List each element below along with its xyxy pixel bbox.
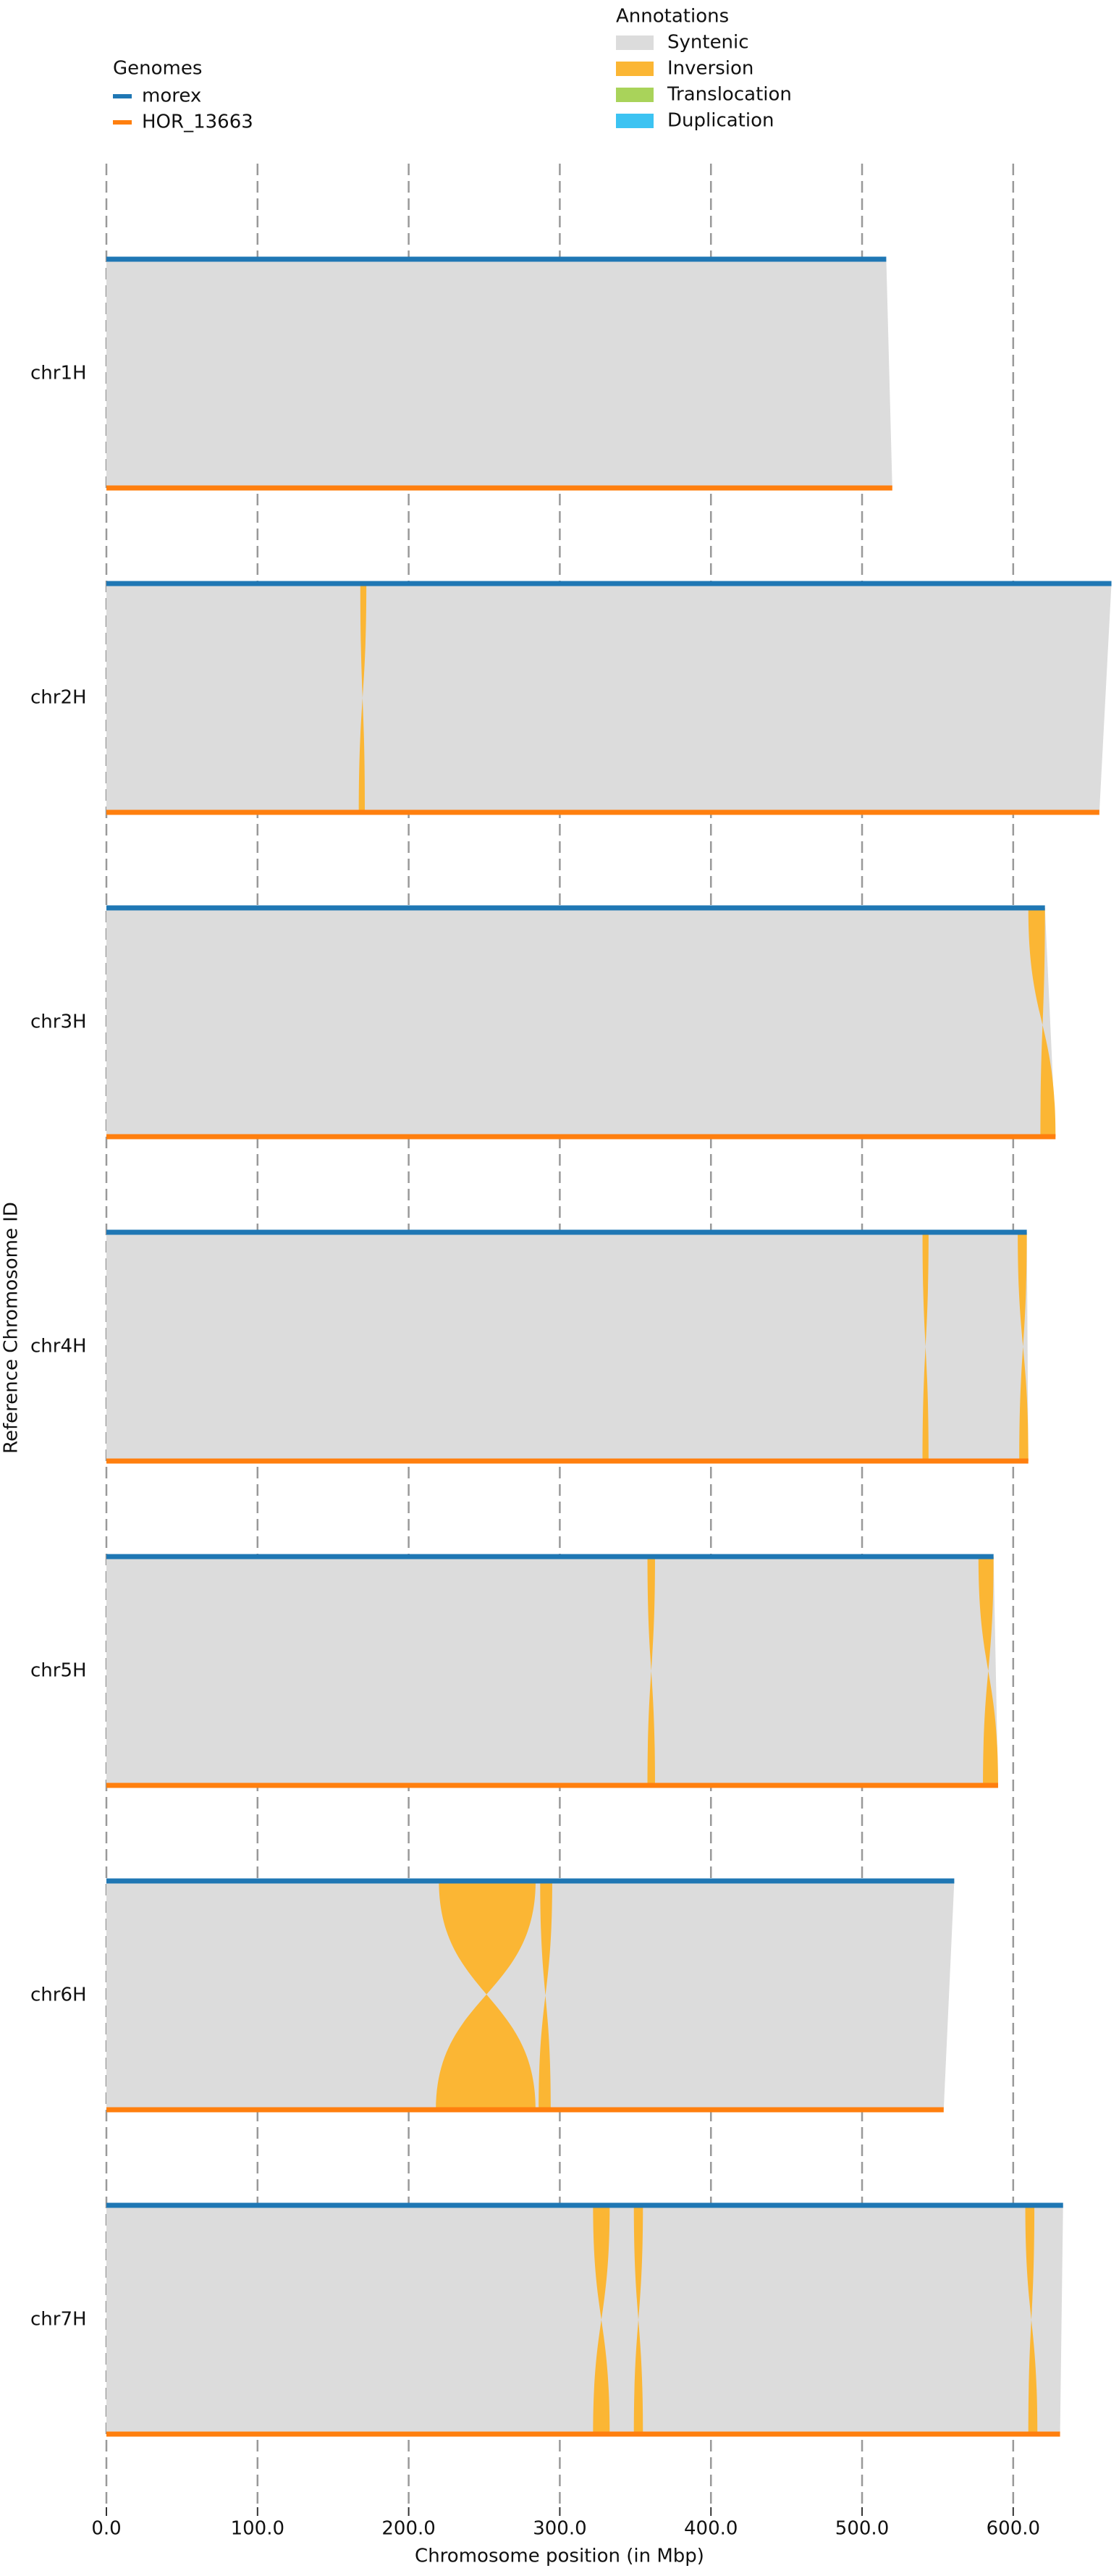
x-tick-label: 200.0 xyxy=(381,2518,435,2540)
inversion xyxy=(647,1557,655,1785)
legend-title: Annotations xyxy=(616,6,729,28)
inversion xyxy=(436,1881,536,2110)
legend-label: HOR_13663 xyxy=(142,111,253,133)
x-tick-label: 300.0 xyxy=(533,2518,586,2540)
x-tick-label: 0.0 xyxy=(91,2518,121,2540)
x-tick-label: 500.0 xyxy=(835,2518,889,2540)
syntenic-region xyxy=(106,1557,998,1785)
legend-swatch xyxy=(616,62,654,76)
x-tick-label: 100.0 xyxy=(231,2518,284,2540)
inversion xyxy=(633,2205,643,2434)
syntenic-region xyxy=(106,584,1112,812)
legend-label: Syntenic xyxy=(667,32,749,54)
y-tick-label: chr1H xyxy=(30,363,87,384)
y-tick-label: chr5H xyxy=(30,1660,87,1682)
syntenic-region xyxy=(106,908,1056,1137)
inversion xyxy=(1018,1232,1029,1461)
y-tick-label: chr7H xyxy=(30,2309,87,2331)
legend-swatch xyxy=(616,114,654,128)
x-axis-label: Chromosome position (in Mbp) xyxy=(415,2546,704,2567)
x-tick-label: 600.0 xyxy=(987,2518,1040,2540)
syntenic-region xyxy=(106,1232,1029,1461)
syntenic-region xyxy=(106,259,892,488)
y-axis-label: Reference Chromosome ID xyxy=(1,1202,22,1454)
y-tick-label: chr4H xyxy=(30,1336,87,1358)
y-tick-label: chr2H xyxy=(30,687,87,709)
x-tick-label: 400.0 xyxy=(684,2518,738,2540)
legend-label: Inversion xyxy=(667,58,753,80)
y-tick-label: chr6H xyxy=(30,1984,87,2006)
inversion xyxy=(922,1232,929,1461)
inversion xyxy=(1025,2205,1038,2434)
syntenic-region xyxy=(106,1881,955,2110)
inversion xyxy=(358,584,367,812)
inversion xyxy=(978,1557,998,1785)
y-tick-label: chr3H xyxy=(30,1011,87,1033)
legend-title: Genomes xyxy=(113,58,202,80)
inversion xyxy=(1028,908,1056,1137)
legend-swatch xyxy=(616,88,654,102)
inversion xyxy=(539,1881,552,2110)
legend-label: morex xyxy=(142,85,201,107)
syntenic-region xyxy=(106,2205,1063,2434)
legend-swatch xyxy=(616,35,654,50)
legend-label: Translocation xyxy=(667,84,792,106)
inversion xyxy=(593,2205,610,2434)
legend-label: Duplication xyxy=(667,110,774,132)
